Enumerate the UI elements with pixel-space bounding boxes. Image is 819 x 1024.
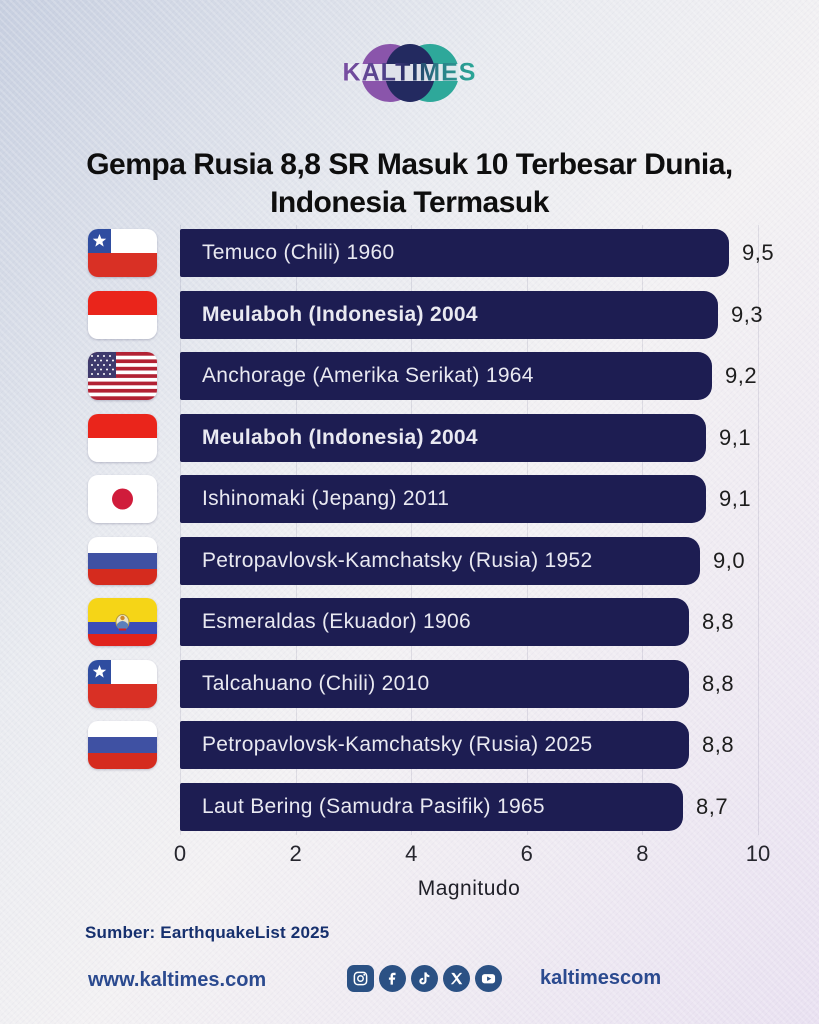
magnitude-value: 8,8: [702, 609, 735, 634]
axis-tick-label: 10: [745, 840, 771, 866]
earthquake-bar-chart: Temuco (Chili) 1960 9,5 Meulaboh (Indone…: [0, 225, 819, 901]
earthquake-label: Laut Bering (Samudra Pasifik) 1965: [202, 794, 545, 818]
magnitude-bar: Temuco (Chili) 1960: [180, 229, 729, 277]
table-row: Petropavlovsk-Kamchatsky (Rusia) 1952 9,…: [88, 536, 819, 585]
gridline: [411, 225, 413, 835]
gridline: [642, 225, 644, 835]
magnitude-value: 9,1: [719, 424, 752, 450]
earthquake-label: Esmeraldas (Ekuador) 1906: [202, 610, 471, 633]
table-row: Meulaboh (Indonesia) 2004 9,1: [88, 413, 819, 462]
flag-usa-icon: [88, 352, 157, 400]
table-row: Ishinomaki (Jepang) 2011 9,1: [88, 475, 819, 523]
magnitude-bar: Meulaboh (Indonesia) 2004: [180, 290, 718, 339]
gridline: [180, 225, 181, 835]
x-axis: 0 2 4 6 8 10: [174, 840, 770, 869]
title-line-2: Indonesia Termasuk: [270, 186, 549, 220]
magnitude-value: 9,3: [731, 301, 764, 327]
axis-tick-label: 6: [520, 840, 533, 866]
flag-chile-art: [88, 659, 157, 708]
magnitude-value: 8,7: [696, 793, 729, 819]
title-line-1: Gempa Rusia 8,8 SR Masuk 10 Terbesar Dun…: [86, 148, 733, 182]
youtube-icon: [475, 965, 502, 992]
table-row: Talcahuano (Chili) 2010 8,8: [88, 659, 819, 708]
earthquake-label: Anchorage (Amerika Serikat) 1964: [202, 364, 534, 387]
earthquake-label: Ishinomaki (Jepang) 2011: [202, 487, 450, 510]
table-row: Anchorage (Amerika Serikat) 1964 9,2: [88, 352, 819, 400]
social-handle: kaltimescom: [540, 967, 662, 989]
magnitude-bar: Meulaboh (Indonesia) 2004: [180, 413, 706, 462]
earthquake-label: Petropavlovsk-Kamchatsky (Rusia) 1952: [202, 548, 593, 572]
gridline: [526, 225, 528, 835]
table-row: Laut Bering (Samudra Pasifik) 1965 8,7: [180, 782, 819, 831]
table-row: Petropavlovsk-Kamchatsky (Rusia) 2025 8,…: [88, 721, 819, 769]
magnitude-bar: Petropavlovsk-Kamchatsky (Rusia) 2025: [180, 721, 689, 769]
flag-russia-icon: [88, 721, 157, 769]
flag-indonesia-icon: [88, 413, 157, 462]
magnitude-bar: Anchorage (Amerika Serikat) 1964: [180, 352, 712, 400]
flag-chile-icon: [88, 659, 157, 708]
gridline: [758, 225, 759, 835]
flag-indonesia-art: [88, 413, 157, 462]
table-row: Temuco (Chili) 1960 9,5: [88, 229, 819, 277]
footer: www.kaltimes.com kaltimescom: [0, 962, 819, 1002]
x-icon: [443, 965, 470, 992]
magnitude-bar: Ishinomaki (Jepang) 2011: [180, 475, 706, 523]
flag-chile-icon: [88, 229, 157, 277]
source-attribution: Sumber: EarthquakeList 2025: [85, 923, 330, 942]
earthquake-label: Meulaboh (Indonesia) 2004: [202, 302, 478, 326]
magnitude-bar: Petropavlovsk-Kamchatsky (Rusia) 1952: [180, 536, 700, 585]
logo-text: KALTIMES: [342, 58, 477, 87]
flag-ecuador-art: [88, 598, 157, 646]
gridline: [295, 225, 297, 835]
flag-russia-icon: [88, 536, 157, 585]
flag-russia-art: [88, 721, 157, 769]
facebook-icon: [379, 965, 406, 992]
social-icons: [347, 965, 502, 992]
flag-chile-art: [88, 229, 157, 277]
magnitude-value: 9,2: [725, 363, 758, 388]
axis-tick-label: 0: [173, 840, 187, 866]
flag-japan-art: [88, 475, 157, 523]
earthquake-label: Talcahuano (Chili) 2010: [202, 671, 430, 695]
page-title: Gempa Rusia 8,8 SR Masuk 10 Terbesar Dun…: [0, 146, 819, 222]
table-row: Meulaboh (Indonesia) 2004 9,3: [88, 290, 819, 339]
kaltimes-logo: KALTIMES: [0, 40, 819, 106]
magnitude-value: 9,1: [719, 486, 752, 511]
axis-tick-label: 2: [289, 840, 302, 866]
facebook-glyph: [388, 972, 396, 985]
flag-usa-art: [88, 352, 157, 400]
flag-japan-icon: [88, 475, 157, 523]
axis-tick-label: 8: [636, 840, 649, 866]
magnitude-value: 9,5: [742, 240, 775, 265]
tiktok-icon: [411, 965, 438, 992]
magnitude-value: 8,8: [702, 670, 735, 696]
magnitude-value: 8,8: [702, 732, 735, 757]
flag-indonesia-art: [88, 290, 157, 339]
earthquake-label: Meulaboh (Indonesia) 2004: [202, 425, 478, 449]
chart-gridlines: [180, 225, 759, 835]
youtube-glyph: [481, 974, 496, 984]
x-glyph: [450, 972, 463, 985]
globe-icon: [347, 44, 472, 102]
website-url: www.kaltimes.com: [88, 969, 267, 991]
earthquake-label: Temuco (Chili) 1960: [202, 241, 395, 264]
tiktok-glyph: [419, 972, 430, 985]
magnitude-value: 9,0: [713, 547, 746, 573]
magnitude-bar: Laut Bering (Samudra Pasifik) 1965: [180, 782, 683, 831]
instagram-icon: [347, 965, 374, 992]
flag-russia-art: [88, 536, 157, 585]
instagram-glyph: [353, 971, 368, 986]
x-axis-title: Magnitudo: [417, 876, 521, 900]
table-row: Esmeraldas (Ekuador) 1906 8,8: [88, 598, 819, 646]
magnitude-bar: Talcahuano (Chili) 2010: [180, 659, 689, 708]
earthquake-label: Petropavlovsk-Kamchatsky (Rusia) 2025: [202, 733, 593, 756]
axis-tick-label: 4: [405, 840, 418, 866]
chart-bars: Temuco (Chili) 1960 9,5 Meulaboh (Indone…: [0, 229, 819, 831]
magnitude-bar: Esmeraldas (Ekuador) 1906: [180, 598, 689, 646]
flag-ecuador-icon: [88, 598, 157, 646]
flag-indonesia-icon: [88, 290, 157, 339]
